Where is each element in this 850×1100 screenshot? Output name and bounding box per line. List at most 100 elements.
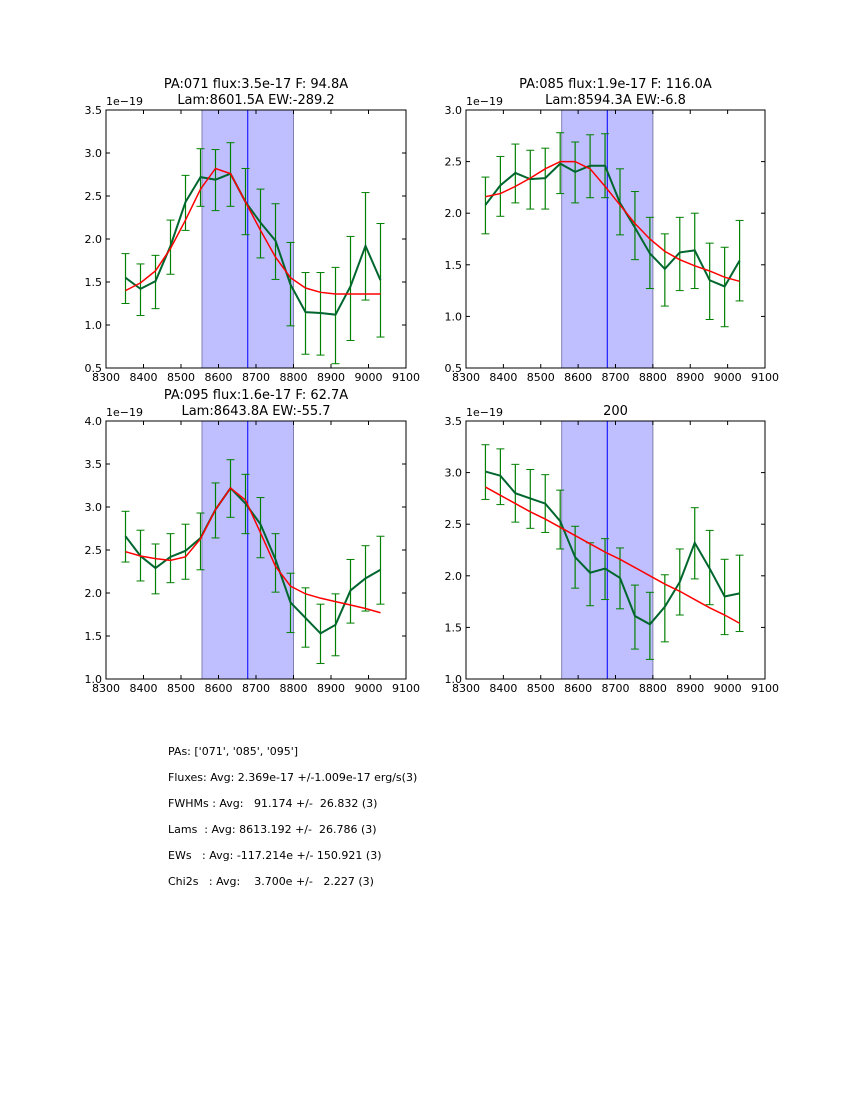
x-tick-label: 8700 bbox=[602, 682, 630, 695]
x-tick-label: 9100 bbox=[392, 371, 420, 384]
panel-title: 200 bbox=[603, 404, 628, 419]
x-tick-label: 8600 bbox=[564, 682, 592, 695]
x-tick-label: 9000 bbox=[355, 371, 383, 384]
x-tick-label: 9100 bbox=[751, 371, 779, 384]
errorbar bbox=[256, 497, 265, 559]
x-tick-label: 8900 bbox=[676, 682, 704, 695]
fit-line bbox=[485, 160, 740, 283]
x-tick-label: 8500 bbox=[167, 371, 195, 384]
panel-title: PA:071 flux:3.5e-17 F: 94.8A bbox=[164, 77, 348, 92]
x-tick-label: 8600 bbox=[205, 682, 233, 695]
stats-pas: PAs: ['071', '085', '095'] bbox=[168, 745, 299, 758]
y-tick-label: 4.0 bbox=[85, 415, 103, 428]
x-tick-label: 8300 bbox=[452, 682, 480, 695]
x-tick-label: 8400 bbox=[130, 682, 158, 695]
y-tick-label: 2.5 bbox=[85, 190, 103, 203]
panel-4: 8300 8400 8500 8600 8700 8800 8900 9000 9100 1.0 1… bbox=[445, 404, 780, 695]
y-tick-label: 1.0 bbox=[445, 310, 463, 323]
x-tick-label: 8600 bbox=[564, 371, 592, 384]
data-line bbox=[484, 162, 741, 288]
x-tick-label: 8800 bbox=[639, 371, 667, 384]
y-offset-label: 1e−19 bbox=[106, 95, 143, 108]
errorbar bbox=[556, 489, 565, 550]
x-tick-label: 8300 bbox=[92, 371, 120, 384]
panel-title: Lam:8643.8A EW:-55.7 bbox=[181, 404, 330, 419]
y-tick-label: 2.5 bbox=[85, 544, 103, 557]
plot-area bbox=[481, 421, 744, 679]
plot-area bbox=[121, 421, 385, 679]
y-tick-label: 2.0 bbox=[85, 587, 103, 600]
errorbar bbox=[630, 191, 639, 261]
panel-title: PA:095 flux:1.6e-17 F: 62.7A bbox=[164, 388, 348, 403]
y-tick-label: 3.0 bbox=[445, 467, 463, 480]
x-tick-label: 8800 bbox=[280, 682, 308, 695]
y-tick-label: 2.0 bbox=[445, 207, 463, 220]
panel-3: 8300 8400 8500 8600 8700 8800 8900 9000 9100 1.0 1… bbox=[85, 388, 421, 695]
x-tick-label: 8700 bbox=[242, 682, 270, 695]
fit-line bbox=[125, 167, 381, 295]
x-tick-label: 8500 bbox=[527, 371, 555, 384]
errorbar bbox=[196, 512, 205, 571]
errorbar bbox=[660, 574, 669, 643]
errorbar bbox=[645, 591, 654, 660]
x-tick-label: 8400 bbox=[130, 371, 158, 384]
y-tick-label: 1.5 bbox=[445, 621, 463, 634]
y-tick-label: 0.5 bbox=[445, 362, 463, 375]
x-tick-label: 8800 bbox=[639, 682, 667, 695]
x-tick-label: 8400 bbox=[489, 371, 517, 384]
stats-fwhms: FWHMs : Avg: 91.174 +/- 26.832 (3) bbox=[168, 797, 378, 810]
panel-title: PA:085 flux:1.9e-17 F: 116.0A bbox=[519, 77, 712, 92]
y-tick-label: 2.0 bbox=[445, 570, 463, 583]
y-tick-label: 2.0 bbox=[85, 233, 103, 246]
y-tick-label: 0.5 bbox=[85, 362, 103, 375]
plot-area bbox=[121, 110, 385, 368]
x-tick-label: 9000 bbox=[714, 682, 742, 695]
x-tick-label: 8700 bbox=[242, 371, 270, 384]
y-offset-label: 1e−19 bbox=[106, 406, 143, 419]
y-offset-label: 1e−19 bbox=[466, 95, 503, 108]
y-tick-label: 1.0 bbox=[85, 673, 103, 686]
stats-lams: Lams : Avg: 8613.192 +/- 26.786 (3) bbox=[168, 823, 377, 836]
data-line bbox=[124, 486, 381, 635]
errorbar bbox=[166, 533, 175, 584]
y-tick-label: 3.0 bbox=[445, 104, 463, 117]
x-tick-label: 8500 bbox=[527, 682, 555, 695]
plot-area bbox=[481, 110, 744, 368]
x-tick-label: 8600 bbox=[205, 371, 233, 384]
y-tick-label: 3.5 bbox=[85, 104, 103, 117]
y-tick-label: 3.5 bbox=[85, 458, 103, 471]
y-offset-label: 1e−19 bbox=[466, 406, 503, 419]
stats-fluxes: Fluxes: Avg: 2.369e-17 +/-1.009e-17 erg/… bbox=[168, 771, 418, 784]
stats-ews: EWs : Avg: -117.214e +/- 150.921 (3) bbox=[168, 849, 382, 862]
y-tick-label: 1.0 bbox=[85, 319, 103, 332]
x-tick-label: 9100 bbox=[392, 682, 420, 695]
errorbar bbox=[675, 216, 684, 292]
summary-stats: PAs: ['071', '085', '095'] Fluxes: Avg: … bbox=[168, 745, 417, 901]
y-tick-label: 3.0 bbox=[85, 501, 103, 514]
x-tick-label: 8700 bbox=[602, 371, 630, 384]
y-tick-label: 3.5 bbox=[445, 415, 463, 428]
x-tick-label: 8900 bbox=[317, 682, 345, 695]
y-tick-label: 2.5 bbox=[445, 518, 463, 531]
x-tick-label: 9100 bbox=[751, 682, 779, 695]
fit-line bbox=[125, 486, 381, 614]
panel-title: Lam:8601.5A EW:-289.2 bbox=[177, 93, 334, 108]
errorbar bbox=[481, 176, 490, 235]
fit-line bbox=[485, 486, 740, 624]
y-tick-label: 2.5 bbox=[445, 156, 463, 169]
panel-1: 8300 8400 8500 8600 8700 8800 8900 9000 9100 0.5 1… bbox=[85, 77, 421, 384]
panel-title: Lam:8594.3A EW:-6.8 bbox=[545, 93, 686, 108]
x-tick-label: 8900 bbox=[317, 371, 345, 384]
y-tick-label: 1.5 bbox=[85, 630, 103, 643]
y-tick-label: 1.5 bbox=[85, 276, 103, 289]
y-tick-label: 1.0 bbox=[445, 673, 463, 686]
x-tick-label: 8400 bbox=[489, 682, 517, 695]
x-tick-label: 8900 bbox=[676, 371, 704, 384]
x-tick-label: 8800 bbox=[280, 371, 308, 384]
errorbar bbox=[301, 272, 310, 355]
x-tick-label: 9000 bbox=[355, 682, 383, 695]
x-tick-label: 9000 bbox=[714, 371, 742, 384]
x-tick-label: 8300 bbox=[452, 371, 480, 384]
errorbar bbox=[346, 235, 355, 341]
